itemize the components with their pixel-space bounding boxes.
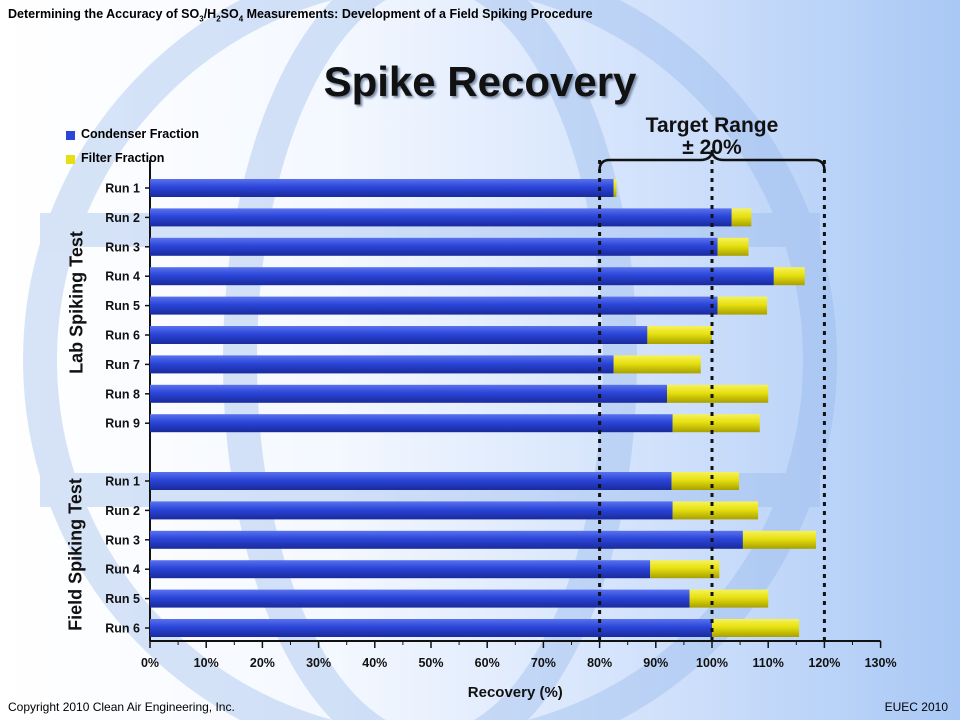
y-tick-label: Run 7 xyxy=(105,358,140,372)
bar-filter xyxy=(731,208,752,227)
y-tick-label: Run 5 xyxy=(105,299,140,313)
y-tick-label: Run 3 xyxy=(105,240,140,254)
y-tick-label: Run 9 xyxy=(105,417,140,431)
slide-title: Spike Recovery xyxy=(323,58,637,105)
bar-condenser xyxy=(150,237,718,256)
y-tick-label: Run 4 xyxy=(105,563,140,577)
bar-filter xyxy=(717,237,749,256)
target-range-brace xyxy=(598,149,826,171)
y-tick-label: Run 1 xyxy=(105,475,140,489)
footer-copyright: Copyright 2010 Clean Air Engineering, In… xyxy=(8,700,235,714)
bar-condenser xyxy=(150,326,648,344)
bar-condenser xyxy=(150,472,672,490)
x-tick-label: 130% xyxy=(865,656,897,670)
x-tick-label: 110% xyxy=(753,656,784,670)
bar-condenser xyxy=(150,501,673,520)
bar-filter xyxy=(689,589,769,608)
bar-filter xyxy=(773,267,805,286)
footer-event: EUEC 2010 xyxy=(884,700,948,714)
x-tick-label: 30% xyxy=(306,656,331,670)
bar-condenser xyxy=(150,355,614,374)
x-tick-label: 80% xyxy=(587,656,612,670)
bar-condenser xyxy=(150,384,668,403)
x-axis-title: Recovery (%) xyxy=(468,684,563,701)
x-tick-label: 10% xyxy=(194,656,219,670)
x-tick-label: 60% xyxy=(475,656,500,670)
bar-filter xyxy=(742,530,816,549)
y-tick-label: Run 2 xyxy=(105,504,140,518)
legend-label-condenser: Condenser Fraction xyxy=(81,127,200,141)
bar-filter xyxy=(613,355,701,374)
target-range-tolerance: ± 20% xyxy=(682,136,742,159)
bar-condenser xyxy=(150,296,718,315)
bar-condenser xyxy=(150,414,673,433)
x-tick-label: 70% xyxy=(531,656,556,670)
y-tick-label: Run 3 xyxy=(105,533,140,547)
target-range-title: Target Range xyxy=(645,114,779,137)
y-tick-label: Run 6 xyxy=(105,622,140,636)
y-tick-label: Run 5 xyxy=(105,592,140,606)
legend-swatch-condenser xyxy=(66,131,75,140)
y-tick-label: Run 4 xyxy=(105,270,140,284)
legend-label-filter: Filter Fraction xyxy=(81,151,165,165)
y-tick-label: Run 2 xyxy=(105,211,140,225)
bar-condenser xyxy=(150,560,651,579)
bar-condenser xyxy=(150,267,774,286)
bar-condenser xyxy=(150,589,690,608)
y-tick-label: Run 6 xyxy=(105,329,140,343)
y-tick-label: Run 8 xyxy=(105,387,140,401)
bar-filter xyxy=(667,384,769,403)
x-tick-label: 50% xyxy=(418,656,443,670)
x-tick-label: 40% xyxy=(362,656,387,670)
bar-filter xyxy=(717,296,768,315)
bar-condenser xyxy=(150,530,743,549)
bar-filter xyxy=(672,414,760,433)
legend-swatch-filter xyxy=(66,155,75,164)
bar-filter xyxy=(650,560,720,579)
bar-filter xyxy=(671,472,739,490)
bar-condenser xyxy=(150,179,614,197)
bar-condenser xyxy=(150,208,732,227)
presentation-header: Determining the Accuracy of SO3/H2SO4 Me… xyxy=(8,7,593,24)
y-tick-label: Run 1 xyxy=(105,182,140,196)
x-tick-label: 100% xyxy=(696,656,728,670)
bar-filter xyxy=(672,501,759,520)
x-tick-label: 90% xyxy=(643,656,668,670)
bar-filter xyxy=(613,179,617,197)
target-range-label: Target Range ± 20% xyxy=(612,115,812,159)
bar-condenser xyxy=(150,619,712,637)
x-tick-label: 0% xyxy=(141,656,159,670)
x-tick-label: 20% xyxy=(250,656,275,670)
bar-filter xyxy=(647,326,712,344)
x-tick-label: 120% xyxy=(808,656,840,670)
bar-filter xyxy=(712,619,800,637)
